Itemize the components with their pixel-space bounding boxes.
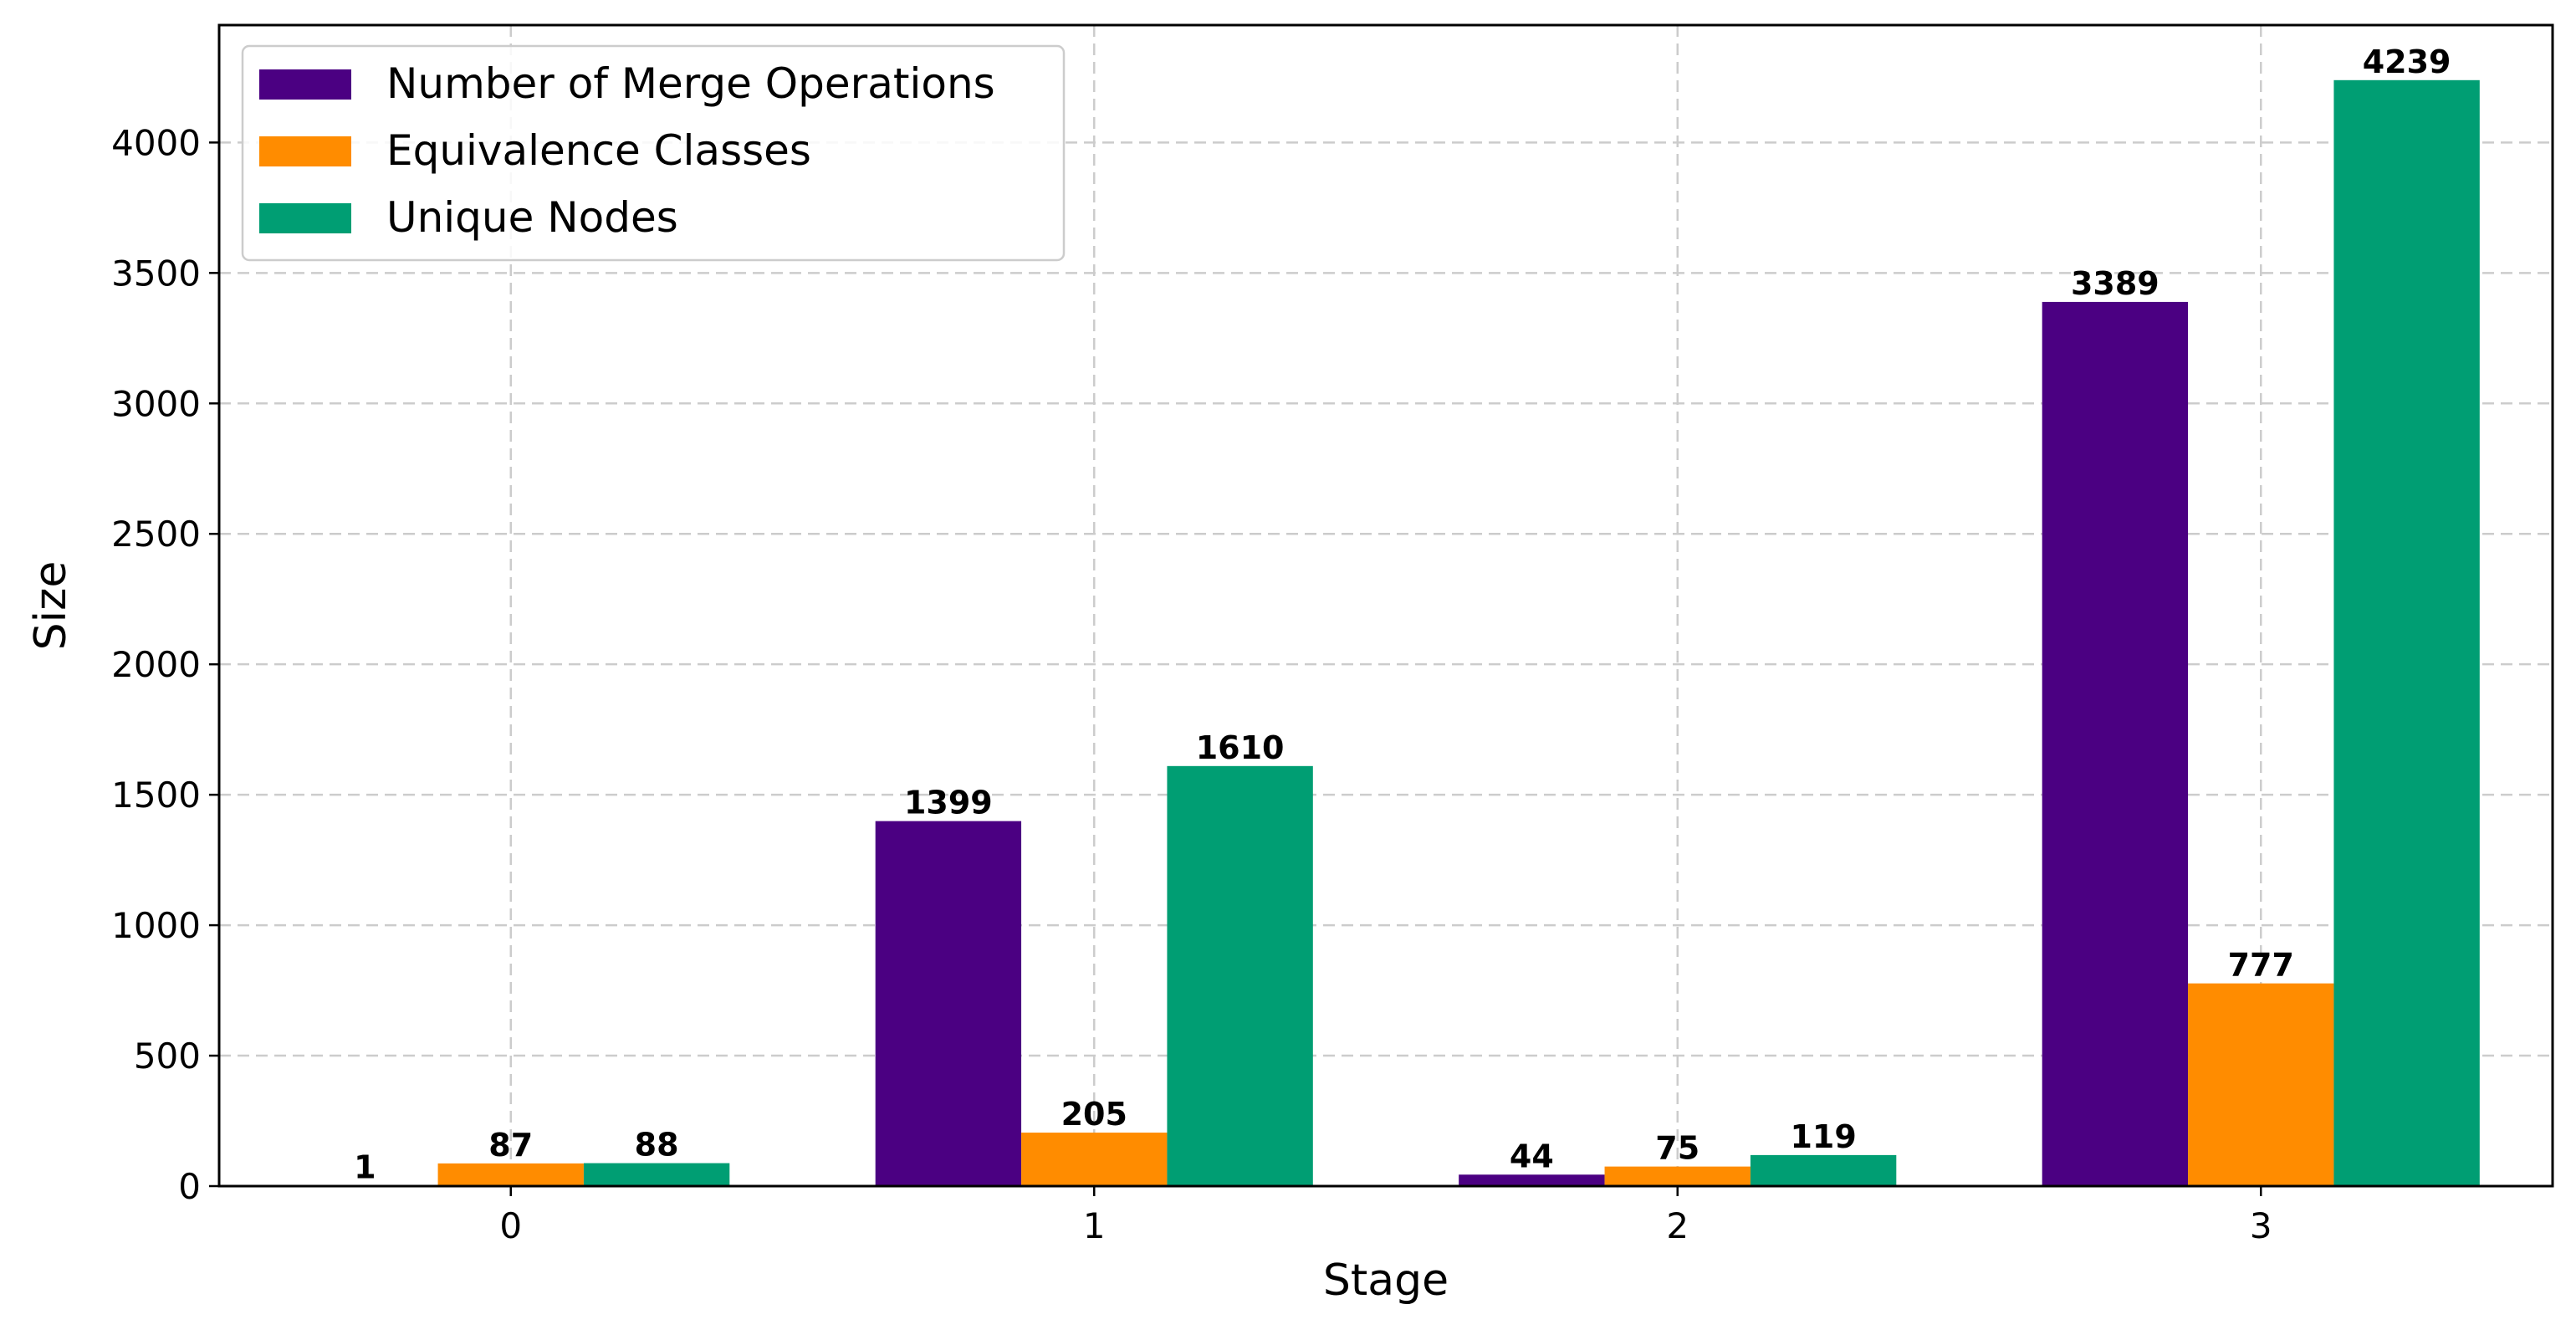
y-axis-label: Size <box>26 561 76 651</box>
bar <box>1459 1174 1605 1186</box>
bar-value-label: 1399 <box>904 785 993 821</box>
bar <box>437 1163 584 1186</box>
legend-swatch <box>259 203 351 233</box>
bar-value-label: 119 <box>1790 1118 1856 1155</box>
legend-swatch <box>259 69 351 100</box>
y-tick-label: 3500 <box>111 253 201 294</box>
y-tick-label: 500 <box>134 1036 201 1077</box>
bar-value-label: 4239 <box>2363 43 2451 80</box>
bar <box>2042 301 2189 1186</box>
bar <box>1604 1166 1751 1186</box>
bar <box>1021 1133 1168 1186</box>
y-tick-label: 4000 <box>111 122 201 163</box>
y-tick-label: 3000 <box>111 383 201 424</box>
bar <box>1167 765 1313 1186</box>
legend: Number of Merge Operations Equivalence Cl… <box>241 44 1066 262</box>
bar <box>2333 79 2480 1187</box>
y-tick-label: 1500 <box>111 775 201 816</box>
bar-value-label: 3389 <box>2071 265 2159 302</box>
bar-value-label: 777 <box>2228 947 2294 984</box>
legend-swatch <box>259 136 351 166</box>
x-axis-label: Stage <box>1323 1256 1449 1306</box>
x-tick-label: 2 <box>1666 1205 1689 1246</box>
legend-label: Equivalence Classes <box>386 126 811 175</box>
x-tick-label: 0 <box>499 1205 522 1246</box>
data-labels-layer: 1 1399 44 3389 87 205 75 777 88 1610 119 4239 <box>354 43 2451 1186</box>
y-tick-label: 0 <box>178 1166 201 1207</box>
y-tick-label: 2000 <box>111 644 201 685</box>
bar <box>1750 1154 1897 1186</box>
y-axis: 0 500 1000 1500 2000 2500 3000 3500 4000 <box>111 122 219 1207</box>
y-tick-label: 2500 <box>111 514 201 555</box>
bar-value-label: 88 <box>635 1127 679 1164</box>
x-tick-label: 3 <box>2250 1205 2272 1246</box>
legend-label: Number of Merge Operations <box>386 59 995 108</box>
bar-value-label: 1 <box>354 1149 376 1186</box>
x-tick-label: 1 <box>1083 1205 1106 1246</box>
y-tick-label: 1000 <box>111 905 201 946</box>
bar <box>2188 983 2334 1186</box>
bar-value-label: 75 <box>1655 1130 1699 1167</box>
x-axis: 0 1 2 3 <box>499 1186 2272 1246</box>
bar-value-label: 205 <box>1061 1096 1127 1133</box>
bars-layer <box>292 79 2480 1187</box>
bar-value-label: 44 <box>1510 1138 1554 1174</box>
bar-value-label: 87 <box>488 1127 533 1164</box>
legend-box <box>241 44 1066 262</box>
plot-frame <box>217 23 2554 1188</box>
bar <box>583 1163 730 1186</box>
bar-value-label: 1610 <box>1196 729 1285 766</box>
bar <box>875 821 1022 1186</box>
legend-label: Unique Nodes <box>386 193 678 242</box>
